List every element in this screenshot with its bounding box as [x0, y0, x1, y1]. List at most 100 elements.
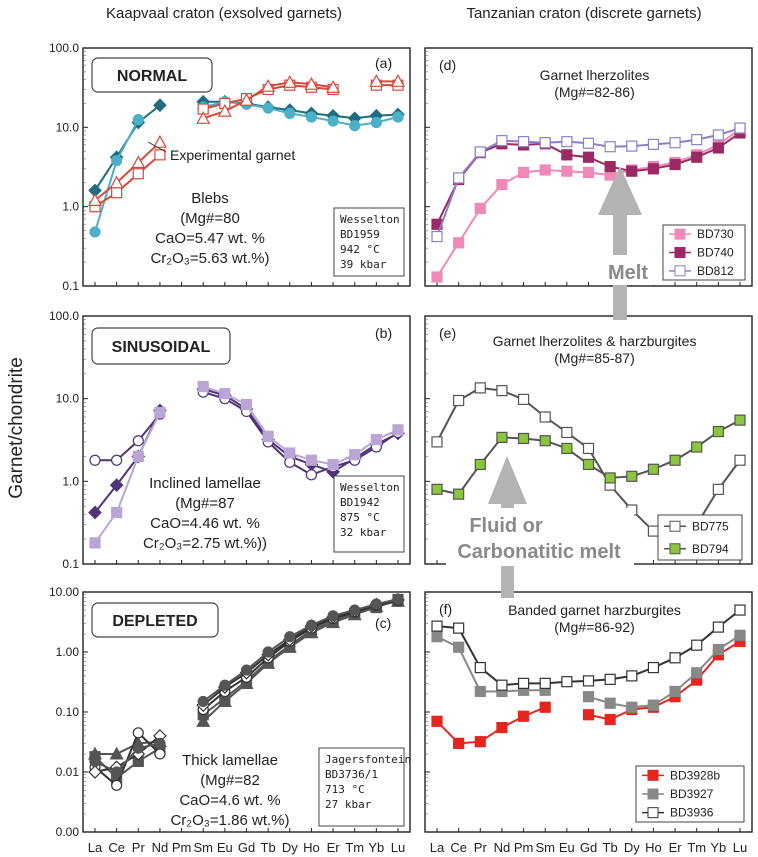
x-tick-label: Sm — [535, 840, 555, 855]
data-point — [89, 755, 101, 768]
data-point — [349, 449, 361, 461]
data-point — [517, 166, 530, 179]
data-point — [712, 142, 724, 154]
data-point — [109, 175, 124, 189]
category-box — [91, 57, 213, 93]
data-point — [131, 155, 146, 169]
data-point — [262, 430, 274, 442]
data-point — [669, 454, 681, 466]
data-point — [304, 76, 319, 90]
data-point — [282, 75, 297, 88]
legend-entry: BD3927 — [670, 787, 714, 801]
x-tick-label: Eu — [559, 840, 575, 855]
data-point — [604, 141, 616, 153]
sample-inset-box — [333, 475, 405, 553]
data-point — [197, 380, 209, 393]
y-tick-label: 1.0 — [62, 474, 79, 488]
sample-note-line: (Mg#=87 — [175, 495, 235, 512]
x-tick-label: Pr — [474, 840, 488, 855]
sample-inset-line: 713 °C — [325, 783, 365, 796]
data-point — [626, 670, 638, 682]
data-point — [561, 676, 573, 688]
legend-entry: BD730 — [697, 227, 734, 241]
fluid-arrow-label-bg — [446, 508, 634, 566]
sample-note-line: Blebs — [191, 190, 229, 207]
data-point — [496, 431, 508, 443]
data-point — [369, 74, 384, 87]
sample-inset-line: 875 °C — [340, 511, 380, 524]
data-point — [111, 779, 123, 791]
y-tick-label: 100.0 — [49, 41, 79, 55]
data-point — [474, 202, 486, 215]
data-point — [647, 525, 660, 537]
panel-title-line: (Mg#=85-87) — [554, 350, 635, 366]
data-point — [496, 135, 508, 147]
data-point — [262, 646, 274, 658]
data-point — [284, 447, 296, 459]
category-label: SINUSOIDAL — [112, 339, 211, 356]
y-tick-label: 10.00 — [49, 585, 79, 599]
data-point — [327, 458, 339, 471]
data-point — [390, 74, 406, 87]
data-point — [539, 435, 551, 447]
data-point — [111, 155, 123, 167]
series-group — [88, 380, 405, 549]
y-tick-label: 1.00 — [56, 645, 80, 659]
data-point — [111, 454, 123, 466]
panel-c: 0.00 0.01 0.10 1.00 10.00 La Ce Pr Nd Pm Sm Eu Gd Tb D… — [49, 585, 411, 855]
x-tick-label: Pm — [172, 840, 192, 855]
data-point — [327, 610, 339, 622]
x-tick-label: La — [430, 840, 445, 855]
data-point — [392, 593, 404, 605]
data-point — [132, 742, 144, 754]
annotation-leader — [147, 141, 167, 153]
x-tick-label: Lu — [733, 840, 747, 855]
sample-note-line: Cr₂O₃=5.63 wt.%) — [150, 250, 269, 267]
data-point — [392, 424, 404, 436]
data-point — [132, 727, 144, 739]
data-point — [539, 701, 551, 713]
data-point — [431, 271, 443, 283]
legend-marker — [647, 807, 659, 819]
data-point — [561, 165, 573, 177]
data-point — [626, 470, 638, 482]
legend-entry: BD812 — [697, 264, 734, 278]
data-point — [539, 137, 551, 149]
x-tick-label: Nd — [494, 840, 511, 855]
data-point — [496, 679, 508, 691]
sample-inset-line: BD1942 — [340, 496, 380, 509]
series-group — [87, 592, 406, 791]
panel-label: (e) — [439, 325, 456, 341]
data-point — [474, 146, 486, 158]
right-column-title: Tanzanian craton (discrete garnets) — [466, 5, 701, 22]
data-point — [539, 164, 551, 176]
data-point — [669, 685, 681, 698]
series-line — [94, 141, 161, 202]
data-point — [305, 111, 318, 123]
x-tick-label: Yb — [368, 840, 384, 855]
x-tick-label: Dy — [624, 840, 640, 855]
data-point — [111, 506, 123, 519]
y-tick-label: 10.0 — [56, 120, 80, 134]
data-point — [132, 114, 144, 126]
data-point — [219, 679, 231, 691]
legend-entry: BD3936 — [670, 806, 714, 820]
x-tick-label: Gd — [580, 840, 597, 855]
legend-entry: BD740 — [697, 246, 734, 260]
series-group — [431, 604, 746, 749]
sample-inset-line: Wesselton — [340, 213, 400, 226]
data-point — [111, 187, 123, 199]
data-point — [604, 472, 616, 484]
data-point — [219, 388, 231, 400]
data-point — [153, 98, 167, 113]
legend-entry: BD775 — [692, 519, 729, 533]
sample-note-line: Cr₂O₃=2.75 wt.%)) — [143, 535, 267, 552]
data-point — [152, 134, 167, 148]
data-point — [453, 737, 465, 749]
data-point — [240, 664, 253, 676]
data-point — [669, 652, 681, 664]
panel-a: 0.1 1.0 10.0 100.0 NORMAL (a) Blebs (Mg#=80 CaO=… — [49, 41, 411, 293]
data-point — [539, 411, 551, 423]
data-point — [604, 697, 616, 709]
data-point — [582, 709, 595, 721]
